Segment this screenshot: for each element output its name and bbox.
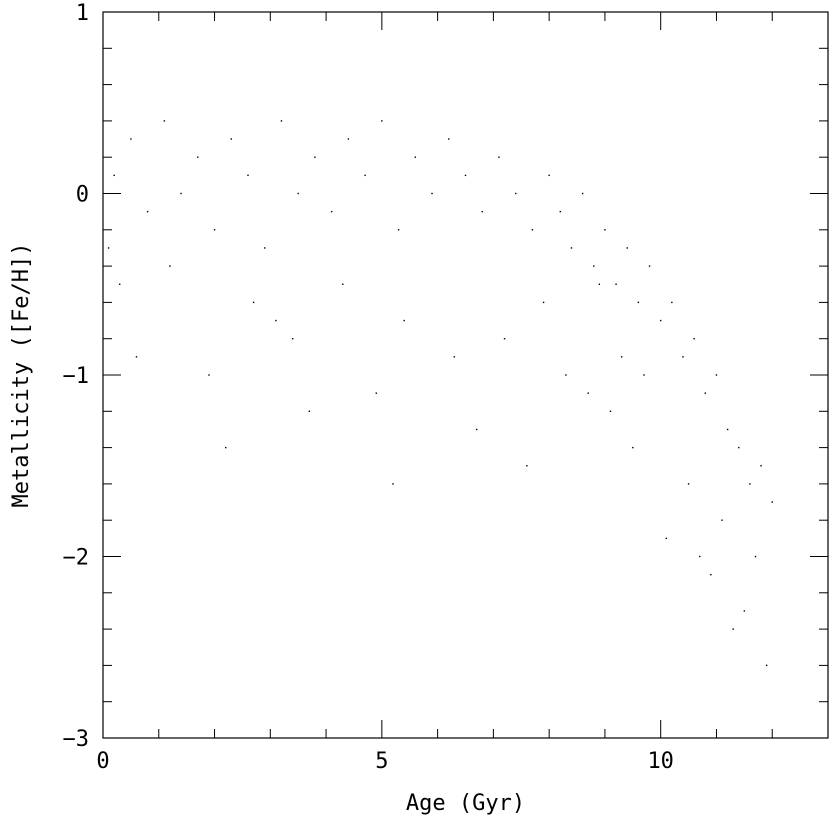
y-tick-label: 0 [76,183,89,208]
x-tick-label: 5 [375,749,388,774]
data-point [514,192,517,195]
data-point [632,446,634,449]
data-point [693,338,695,340]
data-point [721,519,723,521]
plot-frame [102,11,829,739]
data-point [403,319,405,322]
data-point [280,120,283,122]
data-point [732,628,734,630]
data-point [375,392,377,394]
data-points [107,120,773,667]
data-point [169,265,171,267]
data-point [665,537,667,540]
data-point [581,192,584,195]
data-point [531,229,534,231]
data-point [648,265,651,267]
data-point [475,428,478,431]
data-point [615,283,617,285]
data-point [760,465,762,467]
data-point [431,192,433,195]
data-point [593,265,595,267]
data-point [570,247,573,249]
y-tick-label: −1 [63,364,90,389]
data-point [587,392,589,394]
data-point [464,174,467,177]
data-point [643,374,645,376]
data-point [710,573,712,576]
x-axis-label: Age (Gyr) [406,791,525,816]
data-point [726,428,729,431]
data-point [548,174,550,177]
x-tick-label: 10 [647,749,674,774]
data-point [598,283,601,285]
data-point [342,283,344,285]
data-point [264,247,266,249]
data-point [308,410,311,412]
y-axis-label: Metallicity ([Fe/H]) [9,243,34,508]
data-point [771,501,773,503]
data-point [392,483,394,485]
data-point [699,555,701,558]
y-tick-label: −2 [63,546,90,571]
data-point [135,356,138,358]
y-tick-label: −3 [63,727,90,752]
data-point [749,483,751,485]
data-point [637,301,640,304]
data-point [620,356,623,358]
data-point [397,229,400,231]
data-point [146,210,149,213]
data-point [414,156,417,158]
data-point [738,446,740,449]
data-point [526,465,528,467]
data-point [275,319,277,322]
axis-ticks [102,11,829,739]
data-point [754,555,757,558]
data-point [197,156,199,158]
data-point [364,174,366,177]
data-point [671,301,673,304]
data-point [659,319,662,322]
data-point [448,138,450,140]
data-point [247,174,249,177]
data-point [381,120,383,122]
data-point [715,374,718,376]
data-point [213,229,216,231]
data-point [682,356,684,358]
data-point [765,664,768,667]
axis-tick-labels: 0 5 10 −3 −2 −1 0 1 [63,1,674,774]
data-point [743,610,746,612]
y-tick-label: 1 [76,1,89,26]
data-point [453,356,456,358]
data-point [604,229,606,231]
data-point [609,410,612,412]
data-point [347,138,350,140]
data-point [130,138,132,140]
data-point [297,192,299,195]
data-point [208,374,210,376]
data-point [565,374,567,376]
data-point [224,446,227,449]
data-point [481,210,483,213]
data-point [180,192,182,195]
data-point [542,301,545,304]
data-point [291,338,294,340]
data-point [230,138,232,140]
data-point [113,174,115,177]
x-tick-label: 0 [96,749,109,774]
data-point [252,301,255,304]
data-point [626,247,628,249]
data-point [498,156,500,158]
data-point [119,283,121,285]
data-point [107,247,110,249]
data-point [503,338,506,340]
data-point [163,120,166,122]
data-point [704,392,707,394]
data-point [314,156,316,158]
data-point [687,483,690,485]
data-point [330,210,333,213]
data-point [559,210,562,213]
